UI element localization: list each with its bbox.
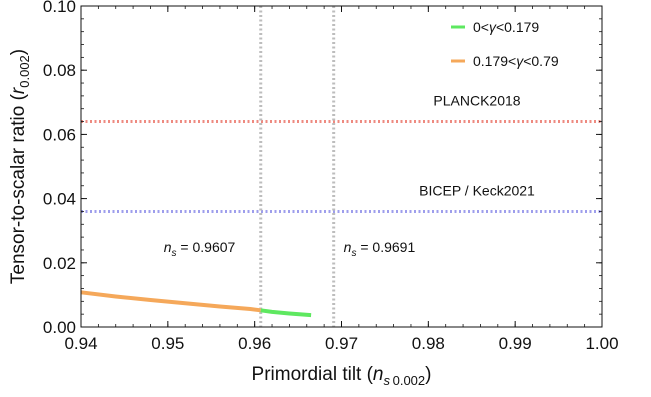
y-tick-label: 0.06 xyxy=(43,125,76,144)
y-tick-label: 0.02 xyxy=(43,254,76,273)
y-axis-title-sub: 0.002 xyxy=(17,55,32,88)
series-curves xyxy=(81,292,311,315)
ns-label-value: = 0.9607 xyxy=(177,239,236,255)
series-line-gamma-low xyxy=(261,310,311,315)
x-tick-label: 1.00 xyxy=(585,334,618,353)
reference-line-label-bicep-keck2021: BICEP / Keck2021 xyxy=(419,182,535,198)
legend-label-pre: 0< xyxy=(473,19,489,35)
x-axis-title-sub2: 0.002 xyxy=(393,373,426,388)
legend-label-pre: 0.179< xyxy=(473,53,516,69)
ns-value-label-1: ns = 0.9607 xyxy=(164,239,236,259)
x-tick-label: 0.99 xyxy=(499,334,532,353)
y-axis-title: Tensor-to-scalar ratio (r0.002) xyxy=(8,49,32,284)
reference-line-label-planck2018: PLANCK2018 xyxy=(433,93,520,109)
legend: 0<γ<0.179 0.179<γ<0.79 xyxy=(451,19,559,69)
y-axis-title-prefix: Tensor-to-scalar ratio ( xyxy=(8,93,29,284)
reference-line-labels: PLANCK2018 BICEP / Keck2021 xyxy=(419,93,535,199)
y-tick-label: 0.08 xyxy=(43,61,76,80)
x-tick-label: 0.96 xyxy=(238,334,271,353)
ns-label-var: n xyxy=(164,239,172,255)
tilt-value-labels: ns = 0.9607 ns = 0.9691 xyxy=(164,239,416,259)
y-axis-title-suffix: ) xyxy=(8,49,29,55)
ns-label-value: = 0.9691 xyxy=(356,239,415,255)
legend-label: 0<γ<0.179 xyxy=(473,19,539,35)
series-line-gamma-high xyxy=(81,292,261,310)
y-tick-label: 0.04 xyxy=(43,190,76,209)
x-axis-title-sub: s xyxy=(384,373,393,388)
x-axis-title-prefix: Primordial tilt ( xyxy=(252,364,374,385)
y-tick-label: 0.00 xyxy=(43,318,76,337)
legend-label-post: <0.179 xyxy=(496,19,539,35)
legend-label: 0.179<γ<0.79 xyxy=(473,53,559,69)
y-tick-label: 0.10 xyxy=(43,0,76,16)
x-axis-title-suffix: ) xyxy=(425,364,431,385)
x-axis-title-var: n xyxy=(373,364,384,385)
legend-label-post: <0.79 xyxy=(523,53,559,69)
y-axis-ticks: 0.00 0.02 0.04 0.06 0.08 0.10 xyxy=(43,0,602,337)
x-tick-label: 0.97 xyxy=(325,334,358,353)
x-tick-label: 0.95 xyxy=(151,334,184,353)
x-axis-title: Primordial tilt (ns 0.002) xyxy=(252,364,432,388)
reference-lines-vertical xyxy=(261,6,334,327)
x-tick-label: 0.98 xyxy=(412,334,445,353)
ns-value-label-2: ns = 0.9691 xyxy=(344,239,416,259)
